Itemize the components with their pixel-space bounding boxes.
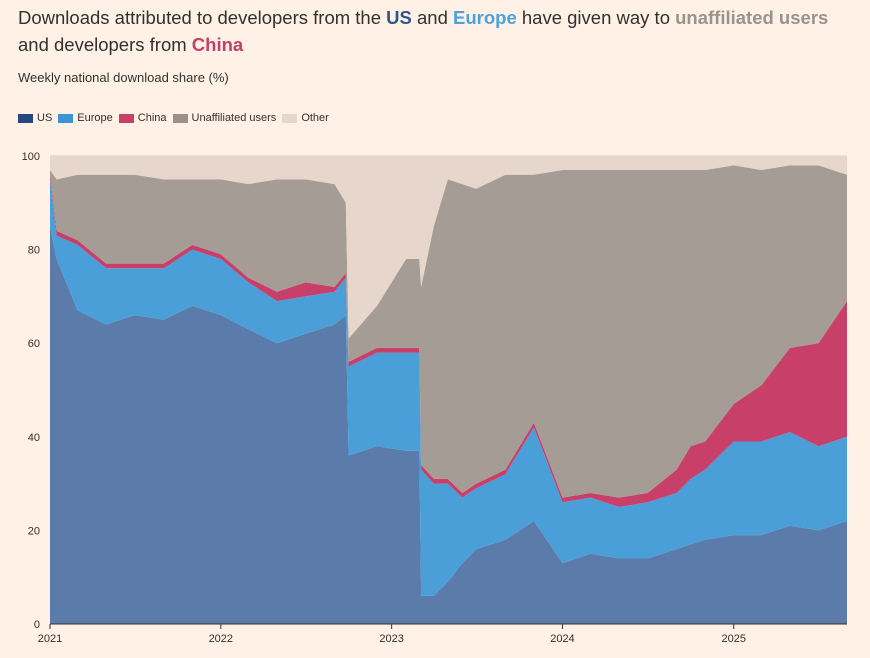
- axes: 0 20 40 60 80 100 2021 2022 2023 2024 2025: [22, 151, 847, 645]
- legend-item-us: US: [18, 112, 52, 124]
- legend-label-europe: Europe: [77, 112, 113, 124]
- legend-item-china: China: [118, 112, 167, 124]
- y-tick-label: 40: [28, 432, 40, 444]
- legend-item-other: Other: [282, 112, 329, 124]
- y-tick-label: 20: [28, 525, 40, 537]
- legend-swatch-unaffiliated: [172, 113, 188, 123]
- legend-label-us: US: [37, 112, 53, 124]
- chart-headline: Downloads attributed to developers from …: [18, 4, 853, 58]
- chart-legend: US Europe China Unaffiliated users Other: [18, 112, 335, 124]
- chart-subtitle: Weekly national download share (%): [18, 70, 229, 85]
- headline-part-4: and developers from: [18, 34, 192, 55]
- legend-label-unaffiliated: Unaffiliated users: [191, 112, 277, 124]
- x-tick-label: 2022: [209, 633, 233, 645]
- x-tick-label: 2024: [550, 633, 574, 645]
- y-tick-label: 100: [22, 151, 40, 163]
- legend-swatch-other: [282, 113, 298, 123]
- legend-swatch-china: [118, 113, 134, 123]
- legend-item-europe: Europe: [58, 112, 113, 124]
- area-us: [50, 226, 847, 624]
- headline-part-2: and: [411, 7, 454, 28]
- y-tick-label: 80: [28, 245, 40, 257]
- area-other: [50, 156, 847, 339]
- area-unaffiliated-users: [50, 165, 847, 498]
- legend-swatch-europe: [58, 113, 74, 123]
- headline-europe: Europe: [453, 7, 517, 28]
- area-europe: [50, 179, 847, 596]
- x-tick-label: 2021: [38, 633, 62, 645]
- x-tick-label: 2025: [722, 633, 746, 645]
- x-tick-label: 2023: [379, 633, 403, 645]
- headline-china: China: [191, 34, 244, 55]
- headline-us: US: [386, 7, 412, 28]
- legend-label-other: Other: [301, 112, 329, 124]
- legend-swatch-us: [18, 113, 33, 123]
- headline-part-3: have given way to: [516, 7, 676, 28]
- legend-item-unaffiliated: Unaffiliated users: [172, 112, 277, 124]
- y-tick-label: 60: [28, 338, 40, 350]
- headline-unaffiliated: unaffiliated users: [675, 7, 829, 28]
- legend-label-china: China: [137, 112, 167, 124]
- headline-part-1: Downloads attributed to developers from …: [18, 7, 387, 28]
- area-series: [50, 156, 847, 624]
- y-tick-label: 0: [34, 619, 40, 631]
